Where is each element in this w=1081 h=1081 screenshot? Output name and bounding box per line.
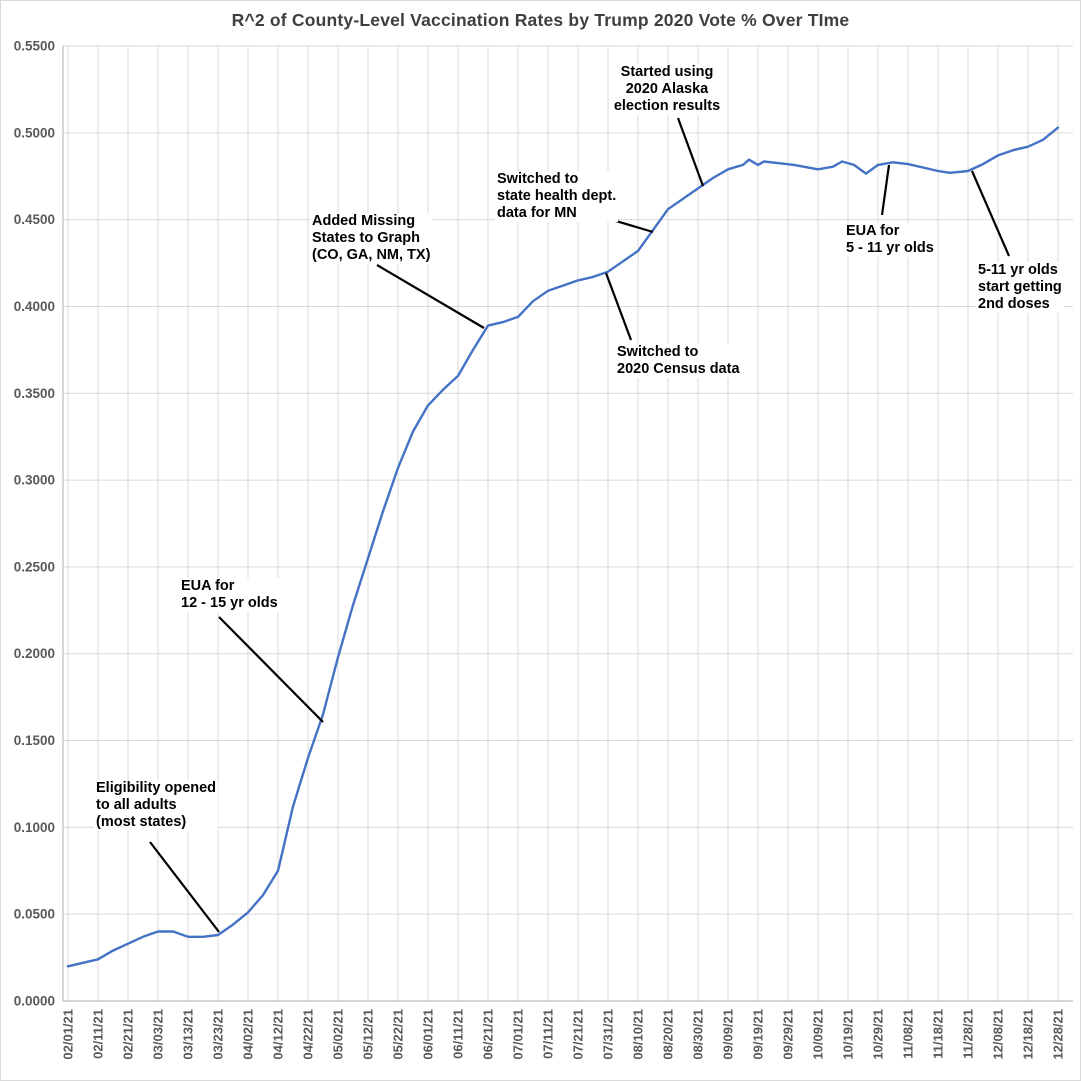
annotation-eua-5-11: EUA for 5 - 11 yr olds [844,223,936,257]
y-axis-tick-label: 0.4000 [14,299,55,314]
x-axis-tick-label: 07/21/21 [571,1009,586,1060]
y-axis-tick-label: 0.5000 [14,125,55,140]
annotation-eligibility-all-adults: Eligibility opened to all adults (most s… [94,780,219,831]
annotation-5-11-second-doses: 5-11 yr olds start getting 2nd doses [976,262,1064,313]
x-axis-tick-label: 11/08/21 [901,1009,916,1059]
y-axis-tick-label: 0.3000 [14,473,55,488]
annotation-alaska-election-results: Started using 2020 Alaska election resul… [611,64,723,115]
annotation-leader-alaska-election-results [676,117,705,187]
x-axis-tick-label: 09/29/21 [781,1009,796,1060]
x-axis-tick-label: 04/02/21 [241,1009,256,1060]
x-axis-tick-label: 06/01/21 [421,1009,436,1060]
x-axis-tick-label: 08/30/21 [691,1009,706,1060]
annotation-leader-added-missing-states [376,264,485,329]
x-axis-tick-label: 12/28/21 [1051,1009,1066,1060]
annotation-leader-eligibility-all-adults [149,841,220,933]
x-axis-tick-label: 06/11/21 [451,1009,466,1059]
chart-title: R^2 of County-Level Vaccination Rates by… [231,10,850,30]
y-axis-tick-label: 0.1500 [14,733,55,748]
x-axis-tick-label: 11/18/21 [931,1009,946,1059]
annotation-leader-eua-5-11 [880,164,891,216]
x-axis-tick-label: 07/31/21 [601,1009,616,1060]
x-axis-tick-label: 06/21/21 [481,1009,496,1060]
y-axis-tick-label: 0.5500 [14,39,55,54]
x-axis-tick-label: 08/10/21 [631,1009,646,1060]
x-axis-tick-label: 04/22/21 [301,1009,316,1060]
annotation-leader-census-data [604,272,633,341]
y-axis-tick-label: 0.2500 [14,559,55,574]
annotation-added-missing-states: Added Missing States to Graph (CO, GA, N… [310,213,433,264]
x-axis-tick-label: 08/20/21 [661,1009,676,1060]
y-axis-tick-label: 0.0500 [14,907,55,922]
y-axis-tick-label: 0.4500 [14,212,55,227]
x-axis-tick-label: 03/13/21 [181,1009,196,1060]
x-axis-tick-label: 02/11/21 [91,1009,106,1059]
annotation-eua-12-15: EUA for 12 - 15 yr olds [179,578,280,612]
x-axis-tick-label: 12/08/21 [991,1009,1006,1060]
x-axis-tick-label: 10/19/21 [841,1009,856,1060]
x-axis-tick-label: 07/11/21 [541,1009,556,1059]
y-axis-tick-label: 0.1000 [14,820,55,835]
x-axis-tick-label: 05/02/21 [331,1009,346,1060]
x-axis-tick-label: 07/01/21 [511,1009,526,1060]
x-axis-tick-label: 10/09/21 [811,1009,826,1060]
x-axis-tick-label: 09/09/21 [721,1009,736,1060]
x-axis-tick-label: 12/18/21 [1021,1009,1036,1060]
x-axis-tick-label: 02/01/21 [61,1009,76,1060]
annotation-leader-5-11-second-doses [970,170,1011,257]
y-axis-tick-label: 0.3500 [14,386,55,401]
x-axis-tick-label: 05/12/21 [361,1009,376,1060]
annotation-census-data: Switched to 2020 Census data [615,344,742,378]
x-axis-tick-label: 05/22/21 [391,1009,406,1060]
y-axis-tick-label: 0.2000 [14,646,55,661]
r2-line-series [66,126,1060,968]
x-axis-tick-label: 11/28/21 [961,1009,976,1059]
x-axis-tick-label: 03/23/21 [211,1009,226,1060]
x-axis-tick-label: 03/03/21 [151,1009,166,1060]
annotation-leader-eua-12-15 [218,616,324,723]
x-axis-tick-label: 04/12/21 [271,1009,286,1060]
annotation-switched-mn-data: Switched to state health dept. data for … [495,171,619,222]
x-axis-tick-label: 10/29/21 [871,1009,886,1060]
x-axis-tick-label: 09/19/21 [751,1009,766,1060]
x-axis-tick-label: 02/21/21 [121,1009,136,1060]
y-axis-tick-label: 0.0000 [14,994,55,1009]
